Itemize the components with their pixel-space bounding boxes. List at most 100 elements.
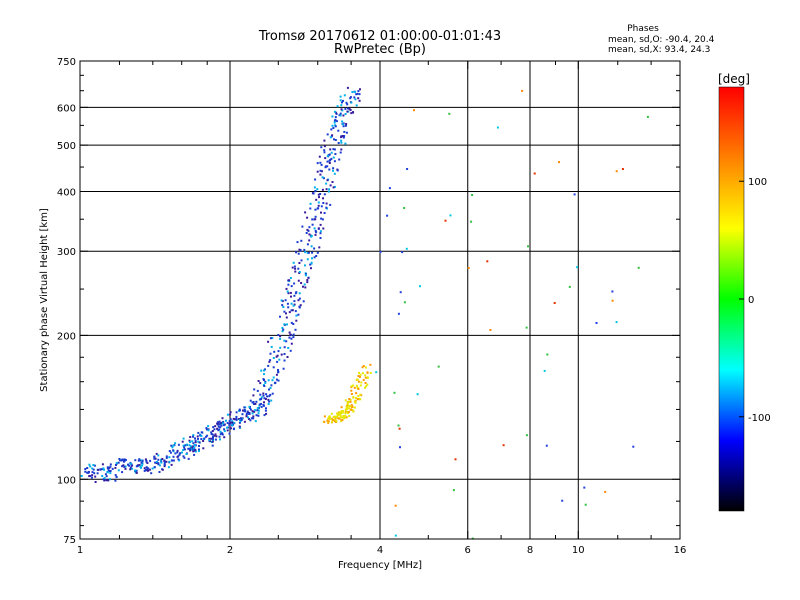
data-point <box>288 336 291 339</box>
data-point <box>238 421 241 424</box>
data-point <box>200 438 203 441</box>
data-point <box>366 371 369 374</box>
data-point <box>294 270 297 273</box>
data-point <box>349 97 352 100</box>
data-point <box>307 251 310 254</box>
data-point <box>230 427 232 430</box>
x-tick-label: 8 <box>527 545 533 556</box>
data-point <box>209 440 212 443</box>
data-point <box>486 260 489 263</box>
data-point <box>128 464 131 467</box>
data-point <box>277 350 280 353</box>
data-point <box>167 466 170 469</box>
data-point <box>172 459 175 462</box>
data-point <box>330 412 333 415</box>
data-point <box>341 135 344 137</box>
data-point <box>321 218 324 221</box>
data-point <box>340 420 343 423</box>
data-point <box>328 153 331 156</box>
data-point <box>214 425 217 428</box>
data-point <box>247 412 250 415</box>
data-point <box>285 312 287 315</box>
data-point <box>192 442 195 445</box>
data-point <box>337 412 340 415</box>
data-point <box>325 206 328 209</box>
data-point <box>298 271 301 273</box>
data-point <box>595 322 598 324</box>
data-point <box>448 112 451 115</box>
data-point <box>283 359 286 362</box>
data-point <box>280 299 283 302</box>
data-point <box>194 450 197 453</box>
phase-stat-o: mean, sd,O: -90.4, 20.4 <box>608 35 715 45</box>
data-point <box>333 160 336 163</box>
data-point <box>210 433 213 435</box>
data-point <box>302 300 305 303</box>
data-point <box>279 346 282 349</box>
data-point <box>317 227 320 230</box>
data-point <box>286 323 288 326</box>
data-point <box>139 465 142 468</box>
data-point <box>208 437 211 440</box>
data-point <box>183 446 186 449</box>
data-point <box>335 420 338 423</box>
data-point <box>283 346 286 349</box>
data-point <box>187 447 190 450</box>
data-point <box>96 472 99 475</box>
data-point <box>194 441 197 444</box>
data-point <box>107 469 110 472</box>
data-point <box>283 323 286 326</box>
data-point <box>257 414 260 417</box>
data-point <box>129 468 132 471</box>
data-point <box>304 264 306 267</box>
data-point <box>333 185 336 188</box>
data-point <box>349 398 352 401</box>
data-point <box>172 444 175 447</box>
data-point <box>143 469 146 472</box>
data-point <box>326 160 329 163</box>
data-point <box>343 94 346 97</box>
data-point <box>239 419 241 422</box>
data-point <box>245 415 248 418</box>
data-point <box>120 459 123 462</box>
data-point <box>611 299 614 302</box>
data-point <box>282 367 285 370</box>
data-point <box>293 265 296 268</box>
data-point <box>189 449 192 452</box>
x-tick-label: 1 <box>77 545 83 556</box>
data-point <box>260 369 263 372</box>
data-point <box>263 385 266 387</box>
data-point <box>264 368 266 371</box>
data-point <box>252 417 255 420</box>
data-point <box>160 458 163 461</box>
data-point <box>320 170 323 173</box>
data-point <box>330 157 333 160</box>
data-point <box>311 218 314 221</box>
data-point <box>121 465 124 468</box>
data-point <box>144 469 147 471</box>
data-point <box>346 402 349 404</box>
data-point <box>328 168 331 171</box>
data-point <box>346 408 349 411</box>
data-point <box>322 177 325 180</box>
data-point <box>299 249 302 252</box>
data-point <box>158 464 161 467</box>
data-point <box>123 465 126 468</box>
data-point <box>359 375 361 378</box>
data-point <box>345 123 348 125</box>
x-axis-label: Frequency [MHz] <box>338 560 422 571</box>
data-point <box>349 408 352 411</box>
data-point <box>333 148 336 151</box>
data-point <box>358 371 360 374</box>
data-point <box>194 439 197 442</box>
data-point <box>349 109 352 111</box>
data-point <box>364 374 367 377</box>
data-point <box>344 124 347 127</box>
data-point <box>283 310 286 313</box>
data-point <box>188 439 191 442</box>
data-point <box>263 373 265 376</box>
data-point <box>198 448 200 451</box>
data-point <box>345 101 348 104</box>
data-point <box>263 414 266 417</box>
data-point <box>358 93 361 96</box>
